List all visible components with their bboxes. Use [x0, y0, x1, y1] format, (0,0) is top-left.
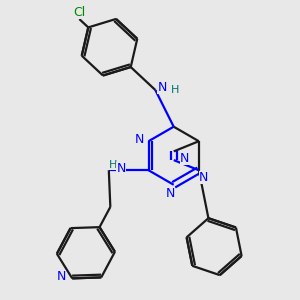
Text: Cl: Cl — [73, 7, 86, 20]
Text: N: N — [166, 188, 175, 200]
Text: N: N — [199, 171, 208, 184]
Text: N: N — [158, 81, 167, 94]
Text: N: N — [116, 162, 126, 175]
Text: N: N — [180, 152, 189, 165]
Text: N: N — [135, 133, 144, 146]
Text: H: H — [109, 160, 118, 170]
Text: H: H — [171, 85, 179, 95]
Text: N: N — [57, 270, 66, 284]
